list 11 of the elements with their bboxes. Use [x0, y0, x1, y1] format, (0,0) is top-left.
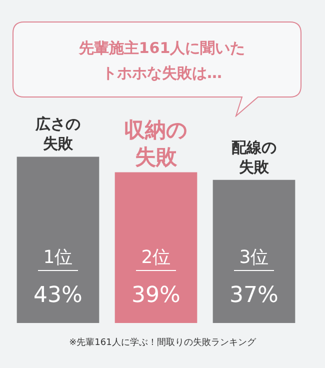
text: ※先輩161人に学ぶ！間取りの失敗ランキング: [68, 336, 257, 349]
annotation: 2位: [141, 247, 171, 268]
data-label: 43%: [34, 283, 82, 308]
annotation: 3位: [239, 247, 269, 268]
x-tick-label: 広さの失敗: [34, 115, 80, 153]
chart-title: 先輩施主161人に聞いたトホホな失敗は…: [78, 38, 246, 84]
annotation: 1位: [43, 247, 73, 268]
x-tick-label: 収納の失敗: [124, 118, 188, 170]
data-label: 37%: [230, 283, 278, 308]
x-tick-label: 配線の失敗: [232, 138, 276, 176]
data-label: 39%: [132, 283, 180, 308]
